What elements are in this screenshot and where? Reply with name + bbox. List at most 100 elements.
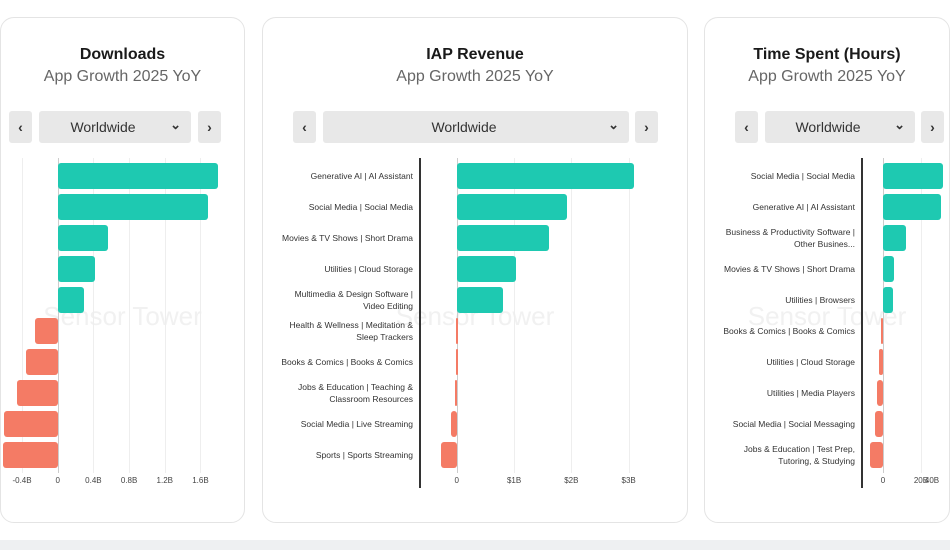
bar[interactable] <box>16 380 58 406</box>
bar[interactable] <box>883 287 894 313</box>
bar[interactable] <box>440 442 457 468</box>
x-tick-label: 0 <box>454 476 459 485</box>
bar[interactable] <box>883 163 943 189</box>
x-tick-label: 0 <box>880 476 886 485</box>
bar[interactable] <box>57 256 96 282</box>
category-label: Social Media | Social Media <box>750 171 855 181</box>
x-tick-label: 0.8B <box>120 476 138 485</box>
category-label: Jobs & Education | Test Prep, Tutoring, … <box>743 444 855 466</box>
gridline <box>883 158 885 473</box>
bar[interactable] <box>57 163 219 189</box>
gridline <box>571 158 573 473</box>
bar[interactable] <box>883 256 895 282</box>
category-label: Jobs & Education | Teaching & Classroom … <box>298 382 413 404</box>
chart-subtitle: App Growth 2025 YoY <box>43 68 202 85</box>
category-label: Social Media | Social Messaging <box>732 419 855 429</box>
category-label: Books & Comics | Books & Comics <box>723 326 855 336</box>
gridline <box>129 158 131 473</box>
bar-chart: Sensor Tower 0 20B 40B Social Media | Socia… <box>705 153 949 503</box>
bar[interactable] <box>34 318 58 344</box>
region-select-value: Worldwide <box>431 119 497 135</box>
chevron-down-icon: ⌄ <box>608 117 619 132</box>
chart-card: Time Spent (Hours) App Growth 2025 YoY ‹… <box>704 17 950 523</box>
gridline <box>93 158 95 473</box>
bar-chart: Sensor Tower 0 $1B $2B $3B Generative AI | A… <box>263 153 687 503</box>
prev-button[interactable]: ‹ <box>9 111 32 143</box>
bar[interactable] <box>883 225 906 251</box>
chevron-left-icon: ‹ <box>302 119 307 135</box>
category-label: Generative AI | AI Assistant <box>752 202 855 212</box>
x-tick-label: $1B <box>506 476 522 485</box>
category-label: Business & Productivity Software | Other… <box>725 227 855 249</box>
region-select-value: Worldwide <box>795 119 861 135</box>
gridline <box>920 158 922 473</box>
bar[interactable] <box>57 287 85 313</box>
bar[interactable] <box>455 380 458 406</box>
x-tick-label: 0.4B <box>85 476 102 485</box>
bar[interactable] <box>869 442 883 468</box>
next-button[interactable]: › <box>921 111 944 143</box>
chart-title: Downloads <box>79 46 166 63</box>
category-label: Health & Wellness | Meditation & Sleep T… <box>289 320 413 342</box>
prev-button[interactable]: ‹ <box>293 111 316 143</box>
gridline <box>514 158 516 473</box>
bar[interactable] <box>456 256 516 282</box>
category-label: Utilities | Browsers <box>785 295 855 305</box>
bar[interactable] <box>57 225 108 251</box>
bar[interactable] <box>4 411 58 437</box>
bar[interactable] <box>456 194 568 220</box>
category-label: Movies & TV Shows | Short Drama <box>281 233 413 243</box>
category-label: Utilities | Cloud Storage <box>324 264 413 274</box>
bar[interactable] <box>25 349 58 375</box>
category-label: Social Media | Social Media <box>308 202 413 212</box>
chart-card: IAP Revenue App Growth 2025 YoY ‹ Worldw… <box>262 17 688 523</box>
bar[interactable] <box>3 442 58 468</box>
x-tick-label: 0 <box>55 476 60 485</box>
bar[interactable] <box>455 349 458 375</box>
chart-title: IAP Revenue <box>426 46 524 63</box>
bar-chart: Sensor Tower -0.4B 0 0.4B 0.8B 1.2B 1.6B <box>1 153 244 503</box>
chart-subtitle: App Growth 2025 YoY <box>748 68 906 85</box>
region-select[interactable]: Worldwide ⌄ <box>323 111 629 143</box>
bar[interactable] <box>456 225 549 251</box>
bar[interactable] <box>456 318 459 344</box>
chart-title: Time Spent (Hours) <box>753 46 901 63</box>
x-tick-label: $2B <box>564 476 579 485</box>
category-label: Multimedia & Design Software | Video Edi… <box>294 289 413 311</box>
gridline <box>22 158 24 473</box>
category-label: Generative AI | AI Assistant <box>310 171 413 181</box>
chevron-down-icon: ⌄ <box>894 117 905 132</box>
prev-button[interactable]: ‹ <box>735 111 758 143</box>
next-button[interactable]: › <box>198 111 221 143</box>
bar[interactable] <box>881 318 884 344</box>
chevron-right-icon: › <box>207 119 212 135</box>
category-label: Books & Comics | Books & Comics <box>281 357 413 367</box>
bar[interactable] <box>883 194 941 220</box>
bar[interactable] <box>879 349 883 375</box>
region-select[interactable]: Worldwide ⌄ <box>39 111 191 143</box>
bar[interactable] <box>877 380 884 406</box>
bar[interactable] <box>875 411 883 437</box>
chevron-down-icon: ⌄ <box>170 117 181 132</box>
bar[interactable] <box>451 411 457 437</box>
x-tick-label: 1.6B <box>192 476 209 485</box>
gridline <box>456 158 458 473</box>
bar[interactable] <box>456 287 504 313</box>
chevron-right-icon: › <box>930 119 935 135</box>
y-axis-line <box>861 158 863 488</box>
category-label: Sports | Sports Streaming <box>315 450 413 460</box>
next-button[interactable]: › <box>635 111 658 143</box>
category-label: Utilities | Cloud Storage <box>766 357 855 367</box>
gridline <box>57 158 59 473</box>
gridline <box>164 158 166 473</box>
category-label: Social Media | Live Streaming <box>300 419 413 429</box>
bar[interactable] <box>456 163 635 189</box>
x-tick-label: $3B <box>621 476 636 485</box>
chevron-right-icon: › <box>644 119 649 135</box>
chevron-left-icon: ‹ <box>744 119 749 135</box>
x-tick-label: 20B <box>913 476 929 485</box>
x-tick-label: 1.2B <box>156 476 174 485</box>
region-select[interactable]: Worldwide ⌄ <box>765 111 915 143</box>
bar[interactable] <box>57 194 208 220</box>
category-label: Movies & TV Shows | Short Drama <box>723 264 855 274</box>
